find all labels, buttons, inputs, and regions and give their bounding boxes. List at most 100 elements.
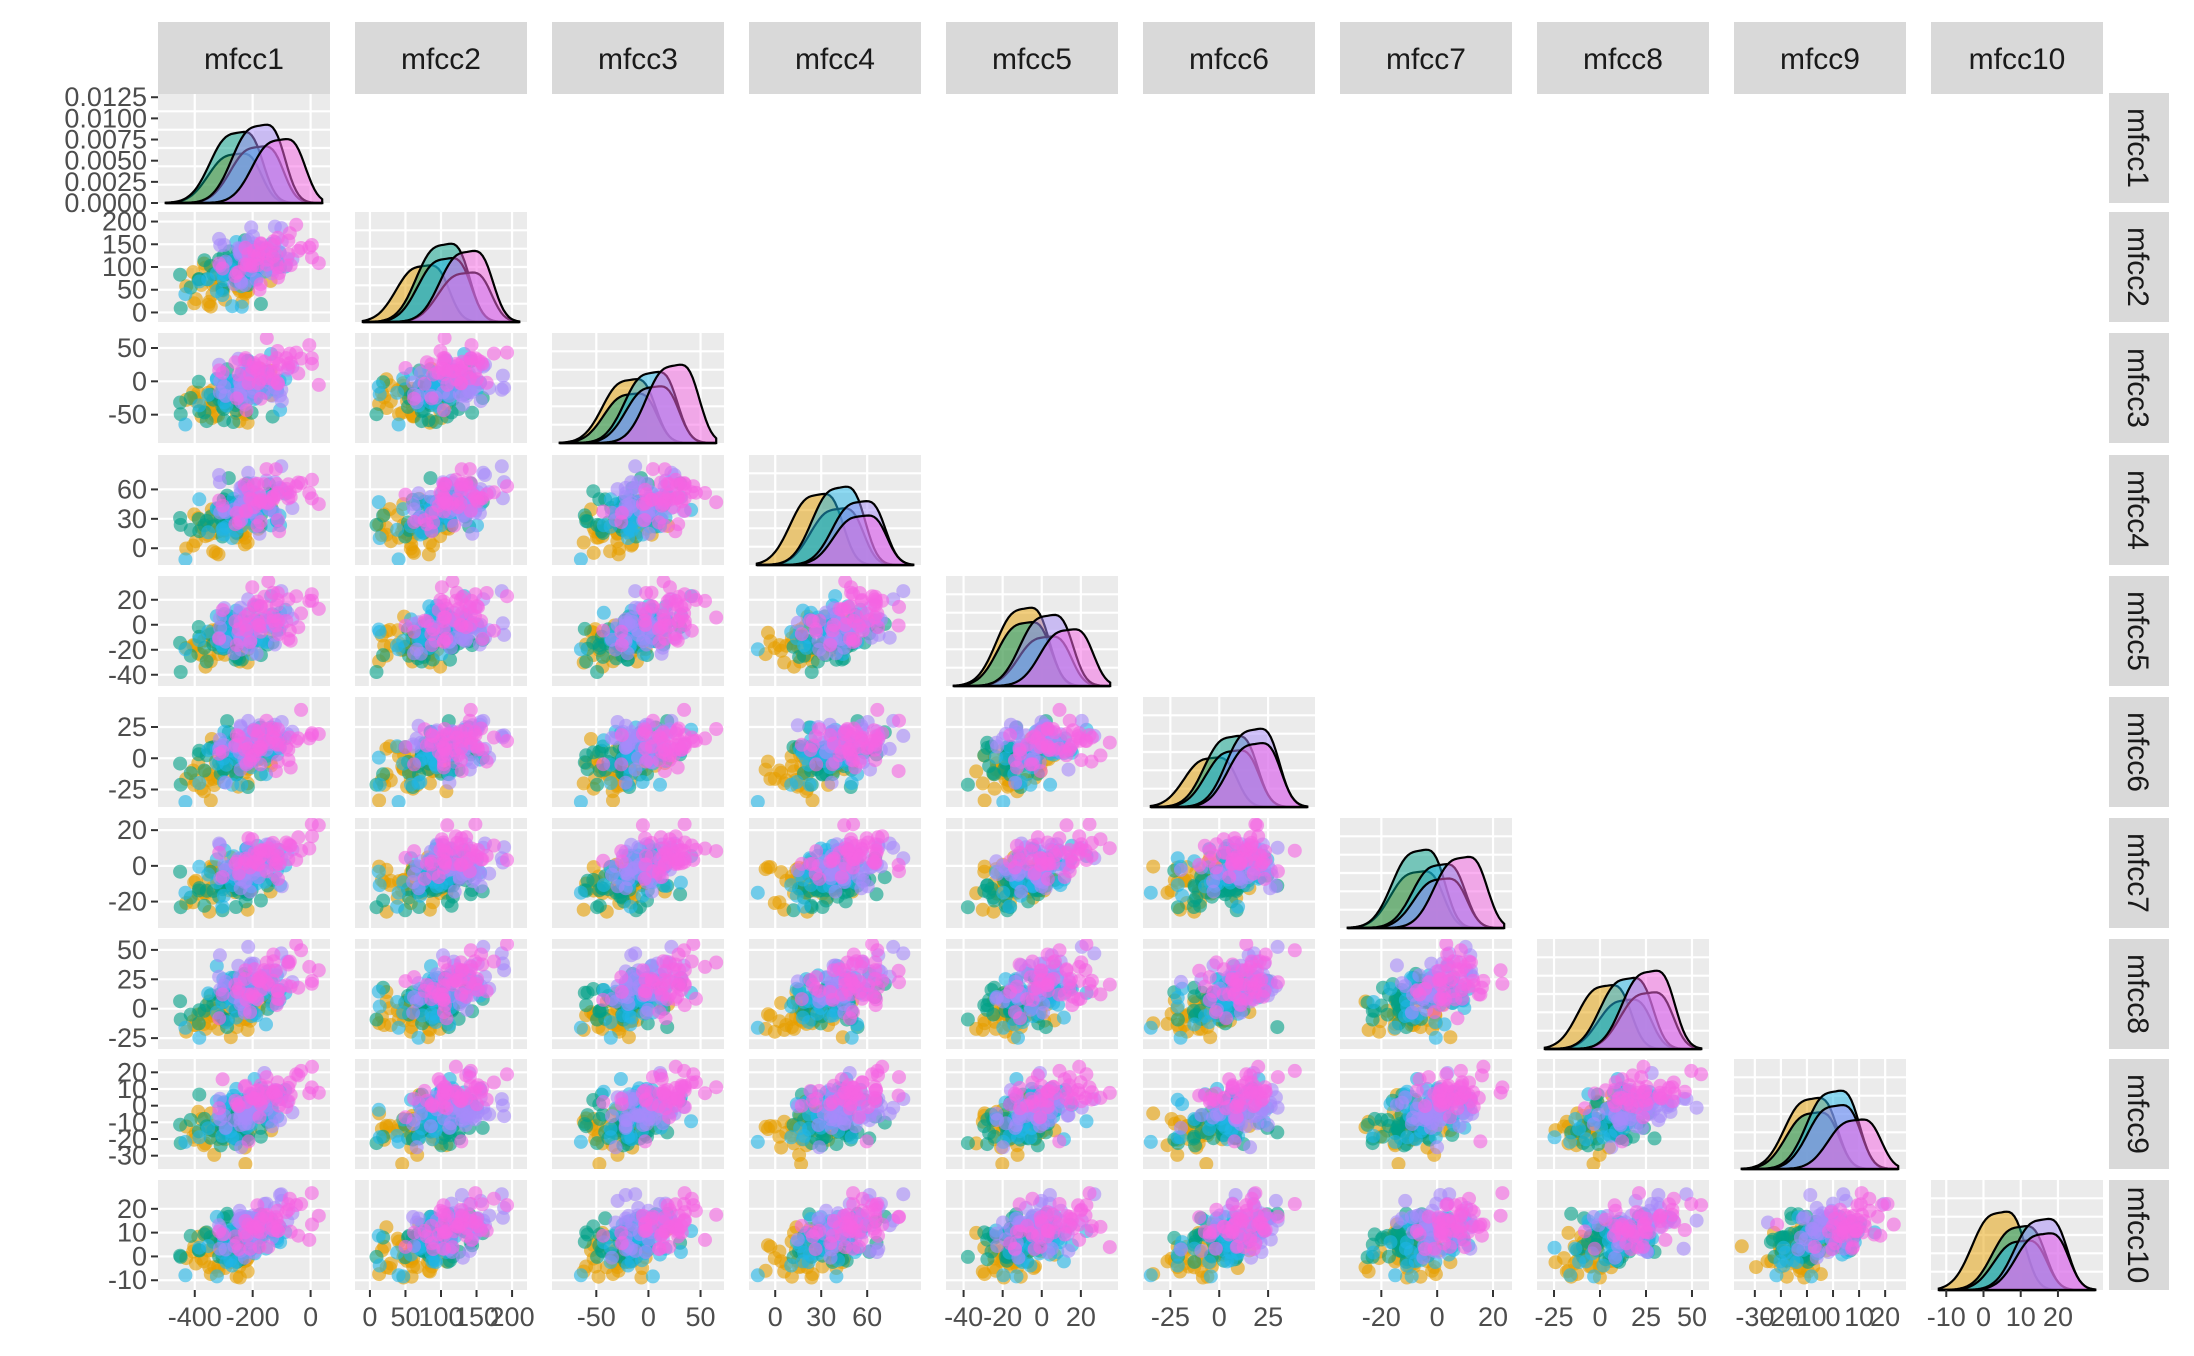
point [463, 617, 478, 632]
point [809, 757, 824, 772]
point [1072, 829, 1087, 844]
scatter-mfcc7-mfcc4 [750, 818, 911, 919]
point [471, 600, 485, 615]
point [244, 220, 259, 235]
point [465, 526, 480, 541]
point [398, 361, 413, 375]
point [305, 829, 319, 844]
point [437, 722, 452, 736]
point [657, 462, 672, 477]
point [311, 727, 326, 741]
point [896, 728, 911, 743]
point [892, 864, 906, 879]
point [638, 741, 653, 756]
point [281, 753, 296, 768]
point [841, 600, 856, 615]
point [178, 885, 193, 900]
point [688, 733, 703, 748]
point [229, 638, 244, 652]
point [852, 850, 866, 865]
point [473, 394, 488, 409]
point [173, 864, 188, 879]
point [407, 545, 421, 560]
point [977, 793, 992, 807]
point [750, 885, 765, 900]
point [215, 603, 230, 618]
point [440, 818, 455, 833]
point [173, 777, 188, 792]
point [637, 871, 652, 886]
point [614, 728, 629, 743]
point [417, 613, 432, 628]
point [271, 513, 285, 528]
point [500, 853, 514, 867]
point [1257, 871, 1272, 886]
point [977, 748, 992, 763]
point [1160, 885, 1175, 900]
point [674, 843, 689, 857]
point [644, 835, 659, 850]
point [1207, 848, 1221, 863]
point [891, 764, 906, 779]
point [216, 888, 231, 903]
point [238, 617, 253, 632]
point [586, 545, 601, 560]
point [614, 854, 629, 869]
point [462, 864, 477, 879]
point [1246, 866, 1261, 881]
point [576, 535, 591, 550]
point [259, 864, 274, 879]
point [1046, 856, 1061, 871]
point [475, 631, 490, 646]
point [311, 377, 326, 392]
point [390, 385, 405, 400]
point [1257, 844, 1272, 859]
point [434, 580, 449, 595]
point [396, 875, 411, 890]
point [837, 818, 852, 833]
point [786, 903, 801, 918]
point [302, 486, 317, 500]
point [396, 756, 411, 771]
point [390, 899, 405, 914]
point [265, 835, 280, 850]
point [677, 614, 692, 628]
point [1061, 762, 1076, 777]
point [1225, 843, 1240, 857]
point [596, 623, 611, 638]
point [294, 702, 309, 717]
point [462, 462, 477, 477]
point [486, 730, 501, 745]
point [281, 247, 296, 262]
point [604, 746, 619, 761]
scatter-mfcc7-mfcc2 [369, 818, 514, 919]
point [369, 665, 384, 679]
point [237, 257, 252, 272]
point [1082, 818, 1097, 832]
point [975, 902, 990, 917]
point [646, 713, 660, 728]
point [455, 632, 470, 647]
point [411, 486, 426, 501]
point [838, 576, 853, 589]
point [977, 864, 992, 879]
scatter-mfcc5-mfcc4 [750, 576, 911, 679]
point [449, 835, 464, 850]
point [398, 740, 413, 755]
point [986, 904, 1001, 919]
point [253, 236, 268, 251]
point [311, 497, 326, 512]
point [1244, 835, 1259, 850]
point [183, 522, 198, 537]
point [270, 487, 285, 502]
point [253, 742, 268, 757]
point [369, 407, 384, 422]
scatter-mfcc3-mfcc2 [369, 333, 514, 432]
point [281, 631, 296, 646]
point [438, 856, 452, 871]
point [867, 723, 881, 738]
point [372, 625, 387, 639]
point [436, 614, 451, 628]
scatter-mfcc5-mfcc1 [173, 576, 326, 679]
point [603, 492, 618, 507]
